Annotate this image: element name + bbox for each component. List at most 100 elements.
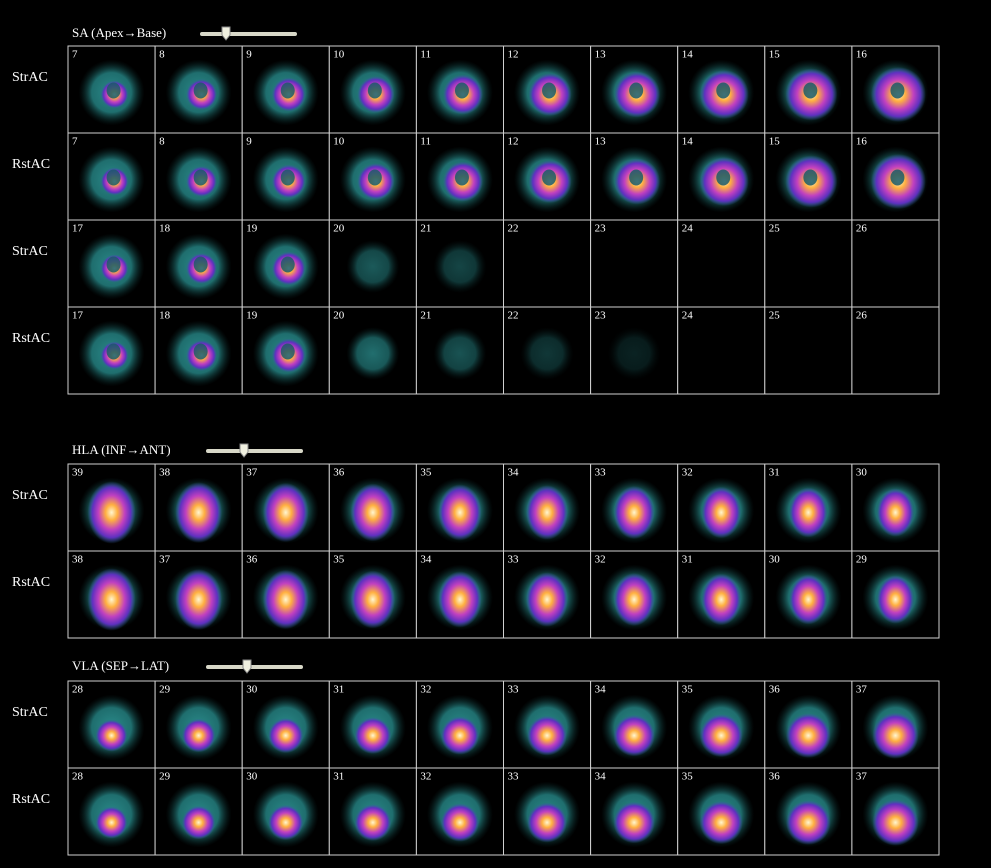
slice-number: 34 bbox=[595, 771, 607, 783]
slice-cell[interactable]: 37 bbox=[154, 550, 243, 639]
slice-cell[interactable]: 24 bbox=[677, 306, 766, 395]
slice-cell[interactable]: 25 bbox=[764, 219, 853, 308]
slice-cell[interactable]: 9 bbox=[241, 45, 330, 134]
slice-cell[interactable]: 7 bbox=[67, 45, 156, 134]
slice-cell[interactable]: 13 bbox=[590, 45, 679, 134]
scan-uptake bbox=[613, 485, 655, 540]
slice-cell[interactable]: 33 bbox=[503, 767, 592, 856]
slice-cell[interactable]: 32 bbox=[415, 767, 504, 856]
slice-cell[interactable]: 10 bbox=[328, 45, 417, 134]
slice-number: 31 bbox=[769, 467, 780, 479]
slice-cell[interactable]: 13 bbox=[590, 132, 679, 221]
slice-slider[interactable] bbox=[200, 26, 297, 41]
slice-cell[interactable]: 31 bbox=[677, 550, 766, 639]
slice-cell[interactable]: 34 bbox=[415, 550, 504, 639]
slice-cell[interactable]: 23 bbox=[590, 219, 679, 308]
slider-thumb[interactable] bbox=[221, 26, 231, 41]
slice-cell[interactable]: 28 bbox=[67, 680, 156, 769]
slice-cell[interactable]: 37 bbox=[851, 767, 940, 856]
slice-cell[interactable]: 36 bbox=[328, 463, 417, 552]
scan-uptake bbox=[175, 569, 223, 630]
slice-cell[interactable]: 12 bbox=[503, 132, 592, 221]
slice-cell[interactable]: 25 bbox=[764, 306, 853, 395]
slice-cell[interactable]: 30 bbox=[241, 680, 330, 769]
slice-cell[interactable]: 36 bbox=[764, 680, 853, 769]
slice-cell[interactable]: 32 bbox=[415, 680, 504, 769]
slice-cell[interactable]: 17 bbox=[67, 219, 156, 308]
slice-cell[interactable]: 29 bbox=[154, 767, 243, 856]
slice-cell[interactable]: 36 bbox=[764, 767, 853, 856]
slice-cell[interactable]: 35 bbox=[415, 463, 504, 552]
slice-cell[interactable]: 30 bbox=[764, 550, 853, 639]
slice-cell[interactable]: 39 bbox=[67, 463, 156, 552]
slider-thumb[interactable] bbox=[242, 659, 252, 674]
slice-cell[interactable]: 38 bbox=[154, 463, 243, 552]
slice-cell[interactable]: 15 bbox=[764, 45, 853, 134]
slice-cell[interactable]: 9 bbox=[241, 132, 330, 221]
slice-number: 12 bbox=[508, 49, 519, 61]
scan-uptake bbox=[181, 805, 216, 840]
slice-cell[interactable]: 15 bbox=[764, 132, 853, 221]
slice-cell[interactable]: 33 bbox=[590, 463, 679, 552]
slice-cell[interactable]: 24 bbox=[677, 219, 766, 308]
slice-cell[interactable]: 34 bbox=[503, 463, 592, 552]
slice-cell[interactable]: 7 bbox=[67, 132, 156, 221]
slice-slider[interactable] bbox=[206, 443, 303, 458]
slice-cell[interactable]: 35 bbox=[328, 550, 417, 639]
slice-number: 9 bbox=[246, 49, 252, 61]
section-title: HLA (INF→ANT) bbox=[72, 442, 171, 457]
slice-cell[interactable]: 31 bbox=[328, 680, 417, 769]
slice-cell[interactable]: 12 bbox=[503, 45, 592, 134]
slice-cell[interactable]: 18 bbox=[154, 219, 243, 308]
slice-cell[interactable]: 22 bbox=[503, 306, 592, 395]
slice-cell[interactable]: 32 bbox=[590, 550, 679, 639]
slice-cell[interactable]: 33 bbox=[503, 550, 592, 639]
slice-cell[interactable]: 28 bbox=[67, 767, 156, 856]
slice-number: 7 bbox=[72, 136, 78, 148]
slice-cell[interactable]: 21 bbox=[415, 219, 504, 308]
slice-cell[interactable]: 30 bbox=[851, 463, 940, 552]
slice-cell[interactable]: 21 bbox=[415, 306, 504, 395]
slice-cell[interactable]: 16 bbox=[851, 45, 940, 134]
slider-thumb[interactable] bbox=[239, 443, 249, 458]
slice-cell[interactable]: 8 bbox=[154, 132, 243, 221]
slice-cell[interactable]: 14 bbox=[677, 132, 766, 221]
slice-cell[interactable]: 26 bbox=[851, 306, 940, 395]
slice-cell[interactable]: 20 bbox=[328, 306, 417, 395]
slice-cell[interactable]: 31 bbox=[764, 463, 853, 552]
slice-number: 31 bbox=[682, 554, 693, 566]
slice-cell[interactable]: 19 bbox=[241, 306, 330, 395]
slice-cell[interactable]: 17 bbox=[67, 306, 156, 395]
slice-cell[interactable]: 29 bbox=[851, 550, 940, 639]
slice-cell[interactable]: 26 bbox=[851, 219, 940, 308]
slice-cell[interactable]: 32 bbox=[677, 463, 766, 552]
slice-cell[interactable]: 11 bbox=[415, 132, 504, 221]
slice-cell[interactable]: 35 bbox=[677, 680, 766, 769]
slice-cell[interactable]: 33 bbox=[503, 680, 592, 769]
slice-cell[interactable]: 22 bbox=[503, 219, 592, 308]
slice-number: 20 bbox=[333, 310, 345, 322]
slice-cell[interactable]: 37 bbox=[851, 680, 940, 769]
slice-cell[interactable]: 23 bbox=[590, 306, 679, 395]
slice-cell[interactable]: 14 bbox=[677, 45, 766, 134]
slice-cell[interactable]: 37 bbox=[241, 463, 330, 552]
slice-cell[interactable]: 8 bbox=[154, 45, 243, 134]
slice-cell[interactable]: 35 bbox=[677, 767, 766, 856]
scan-cavity bbox=[280, 82, 295, 99]
slice-cell[interactable]: 38 bbox=[67, 550, 156, 639]
scan-uptake bbox=[350, 483, 396, 542]
scan-tissue bbox=[520, 327, 574, 380]
slice-cell[interactable]: 16 bbox=[851, 132, 940, 221]
slice-cell[interactable]: 30 bbox=[241, 767, 330, 856]
slice-cell[interactable]: 19 bbox=[241, 219, 330, 308]
slice-cell[interactable]: 20 bbox=[328, 219, 417, 308]
slice-cell[interactable]: 31 bbox=[328, 767, 417, 856]
slice-cell[interactable]: 34 bbox=[590, 680, 679, 769]
slice-cell[interactable]: 36 bbox=[241, 550, 330, 639]
slice-slider[interactable] bbox=[206, 659, 303, 674]
slice-cell[interactable]: 34 bbox=[590, 767, 679, 856]
slice-cell[interactable]: 29 bbox=[154, 680, 243, 769]
slice-cell[interactable]: 11 bbox=[415, 45, 504, 134]
slice-cell[interactable]: 10 bbox=[328, 132, 417, 221]
slice-cell[interactable]: 18 bbox=[154, 306, 243, 395]
